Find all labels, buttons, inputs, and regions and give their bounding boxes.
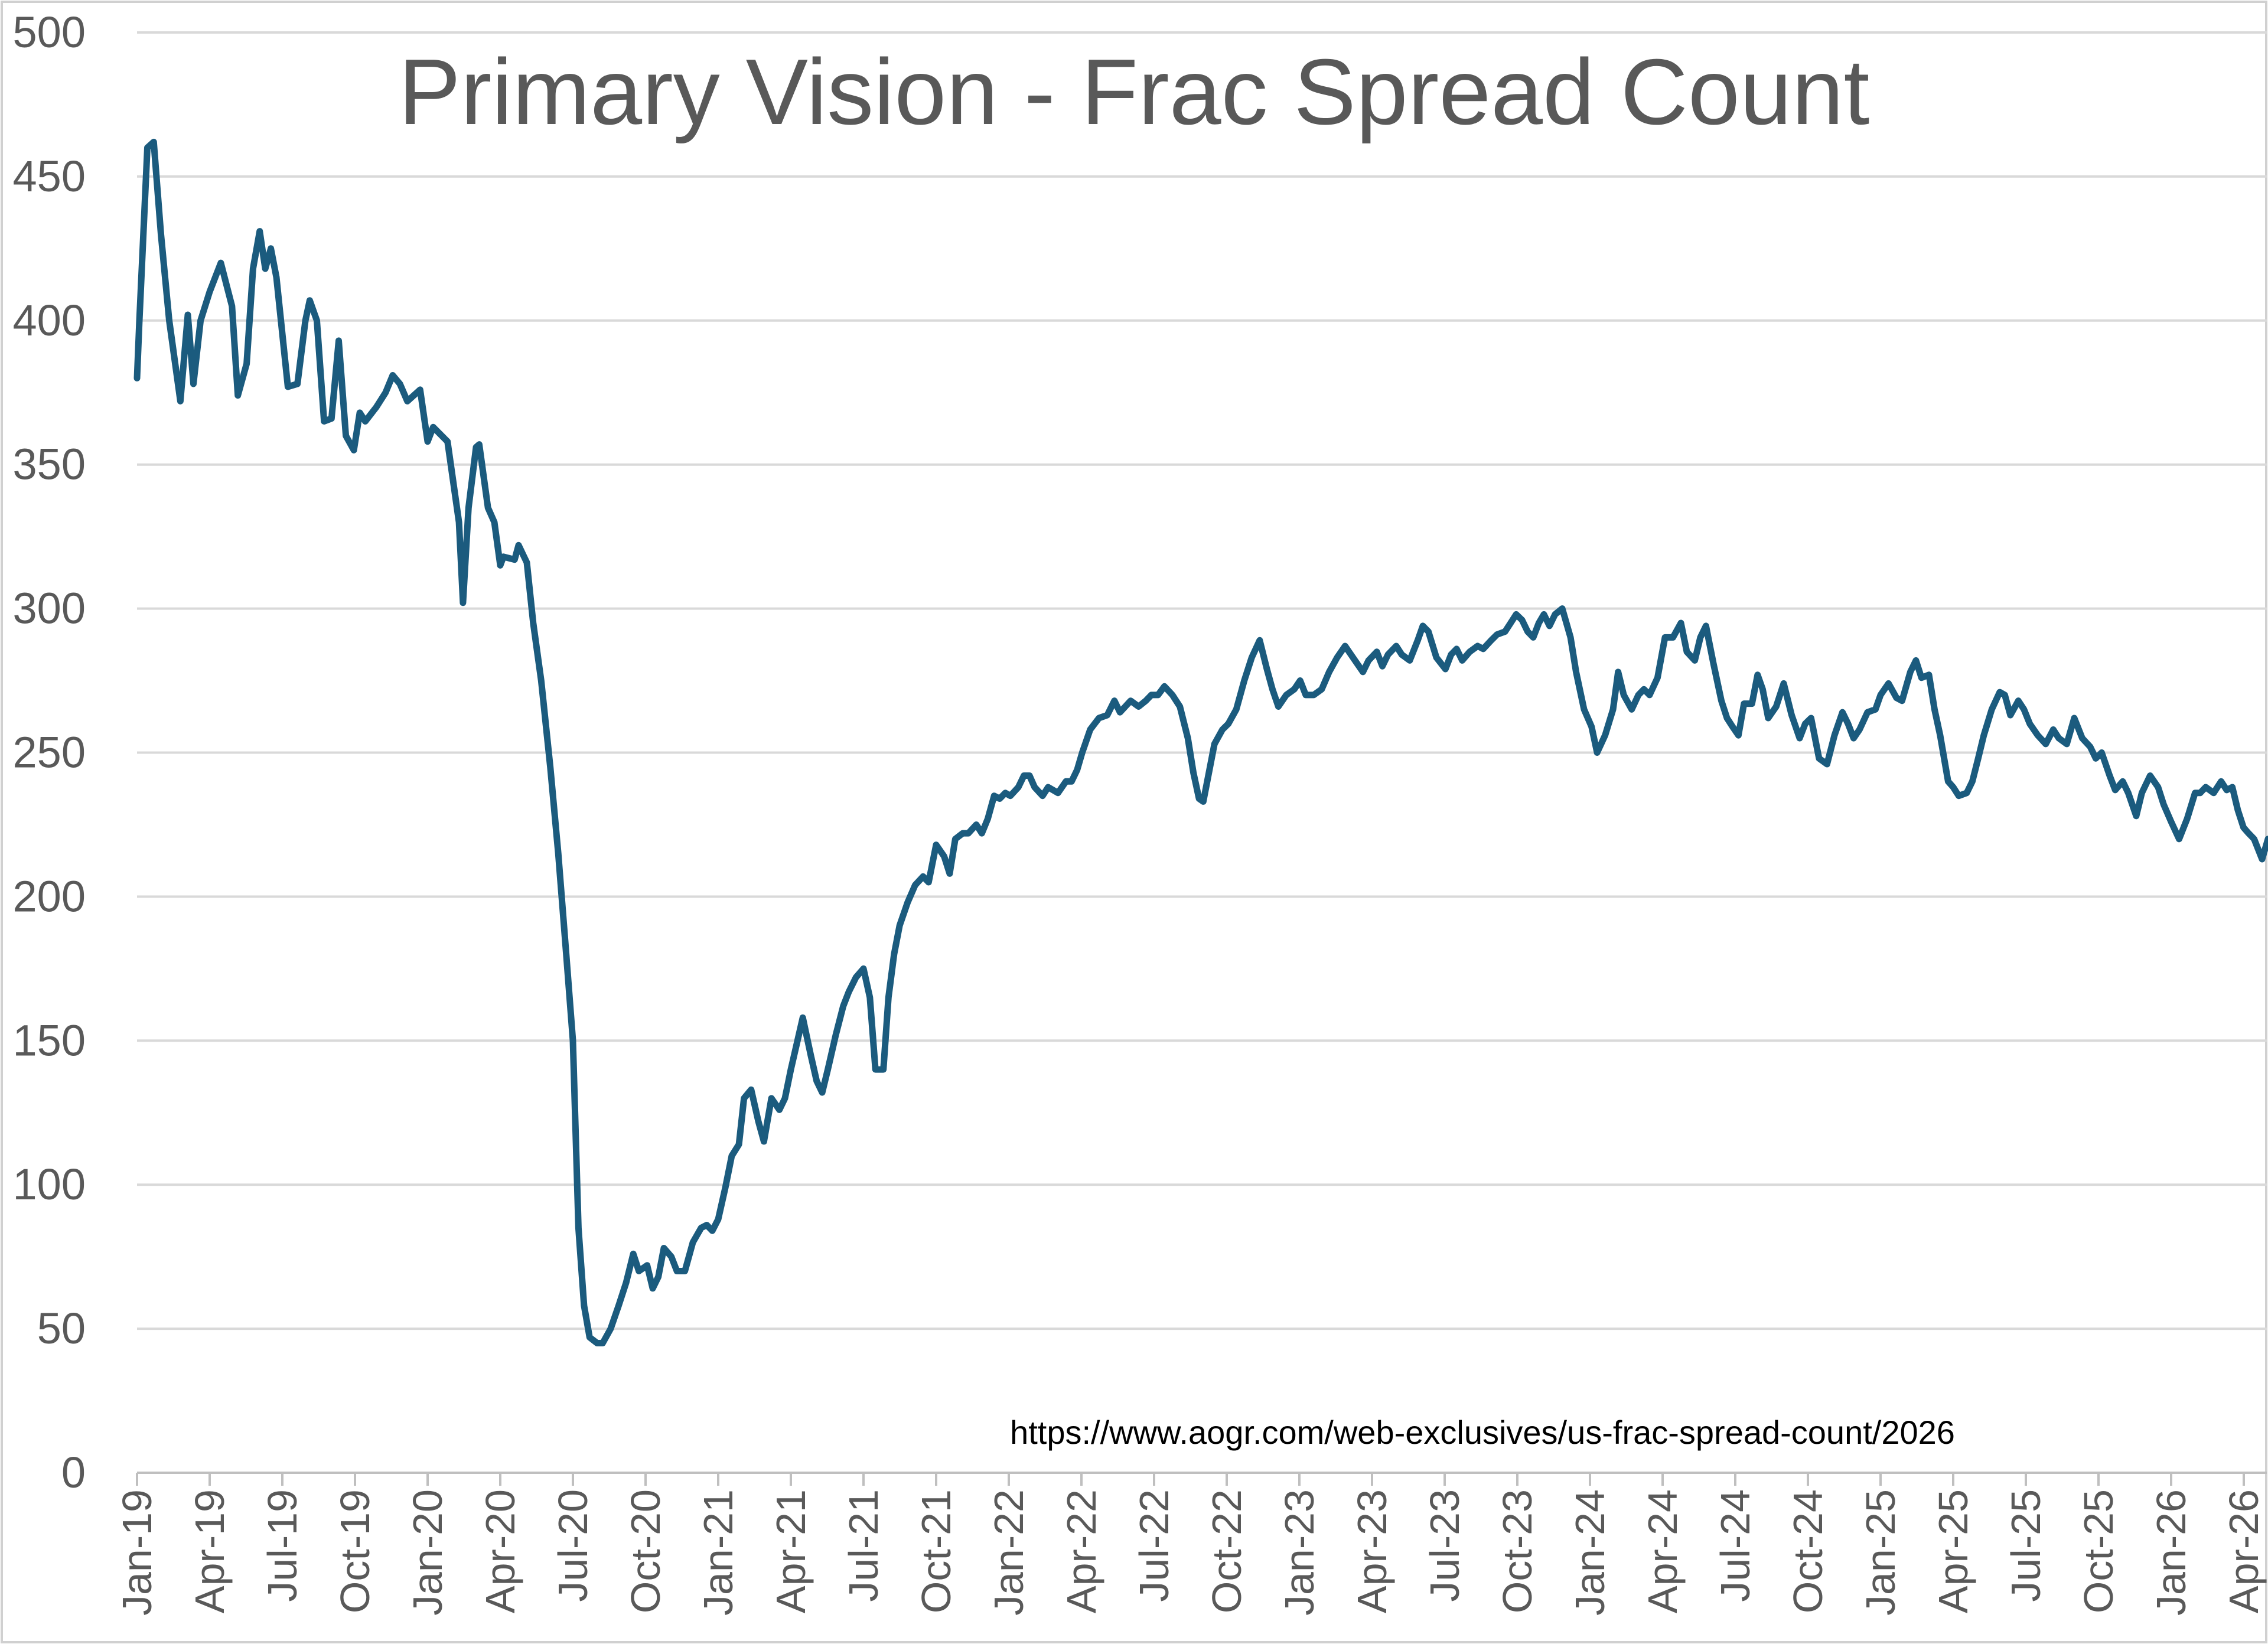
x-tick-label: Jul-21 xyxy=(840,1489,887,1602)
x-tick-label: Jan-23 xyxy=(1276,1489,1322,1616)
x-tick-label: Apr-25 xyxy=(1930,1489,1976,1613)
x-tick-label: Jan-24 xyxy=(1567,1489,1613,1616)
y-tick-label: 400 xyxy=(13,296,86,345)
x-tick-label: Jan-22 xyxy=(986,1489,1032,1616)
y-tick-label: 450 xyxy=(13,152,86,201)
x-tick-label: Jul-19 xyxy=(259,1489,305,1602)
x-tick-label: Jan-20 xyxy=(405,1489,451,1616)
x-tick-label: Oct-21 xyxy=(913,1489,959,1613)
source-annotation: https://www.aogr.com/web-exclusives/us-f… xyxy=(1010,1414,1955,1451)
x-tick-label: Apr-24 xyxy=(1640,1489,1686,1613)
x-tick-label: Oct-22 xyxy=(1204,1489,1250,1613)
x-tick-label: Oct-25 xyxy=(2075,1489,2122,1613)
y-tick-label: 0 xyxy=(61,1448,86,1497)
x-tick-label: Jan-19 xyxy=(114,1489,160,1616)
y-tick-label: 100 xyxy=(13,1160,86,1209)
x-tick-label: Apr-21 xyxy=(768,1489,814,1613)
y-tick-label: 300 xyxy=(13,584,86,633)
x-tick-label: Jul-20 xyxy=(550,1489,596,1602)
x-tick-label: Apr-26 xyxy=(2221,1489,2267,1613)
x-tick-label: Jul-22 xyxy=(1131,1489,1177,1602)
x-tick-label: Apr-23 xyxy=(1349,1489,1395,1613)
x-tick-label: Jul-23 xyxy=(1422,1489,1468,1602)
x-axis: Jan-19 Apr-19 Jul-19 Oct-19 Jan-20 Apr-20 Jul-… xyxy=(114,1472,2267,1616)
x-tick-label: Jan-26 xyxy=(2148,1489,2194,1616)
series-line-0 xyxy=(133,138,2268,1346)
x-tick-label: Jan-25 xyxy=(1858,1489,1904,1616)
y-tick-label: 250 xyxy=(13,728,86,777)
y-axis-tick-labels: 0 50 100 150 200 250 300 350 400 450 500 xyxy=(13,8,86,1497)
y-tick-label: 500 xyxy=(13,8,86,57)
x-tick-label: Apr-20 xyxy=(477,1489,523,1613)
x-tick-label: Apr-19 xyxy=(187,1489,233,1613)
y-tick-label: 50 xyxy=(37,1304,86,1353)
chart-title: Primary Vision - Frac Spread Count xyxy=(399,40,1870,144)
y-tick-label: 150 xyxy=(13,1016,86,1065)
x-tick-label: Oct-19 xyxy=(332,1489,378,1613)
gridlines xyxy=(137,31,2267,1330)
x-tick-label: Oct-23 xyxy=(1494,1489,1540,1613)
x-tick-label: Jan-21 xyxy=(695,1489,741,1616)
x-tick-label: Oct-24 xyxy=(1785,1489,1831,1613)
x-tick-label: Jul-25 xyxy=(2003,1489,2049,1602)
y-tick-label: 200 xyxy=(13,872,86,921)
series-layer xyxy=(133,138,2268,1346)
x-tick-label: Oct-20 xyxy=(623,1489,669,1613)
y-tick-label: 350 xyxy=(13,440,86,489)
x-tick-label: Jul-24 xyxy=(1712,1489,1758,1602)
x-tick-label: Apr-22 xyxy=(1058,1489,1104,1613)
